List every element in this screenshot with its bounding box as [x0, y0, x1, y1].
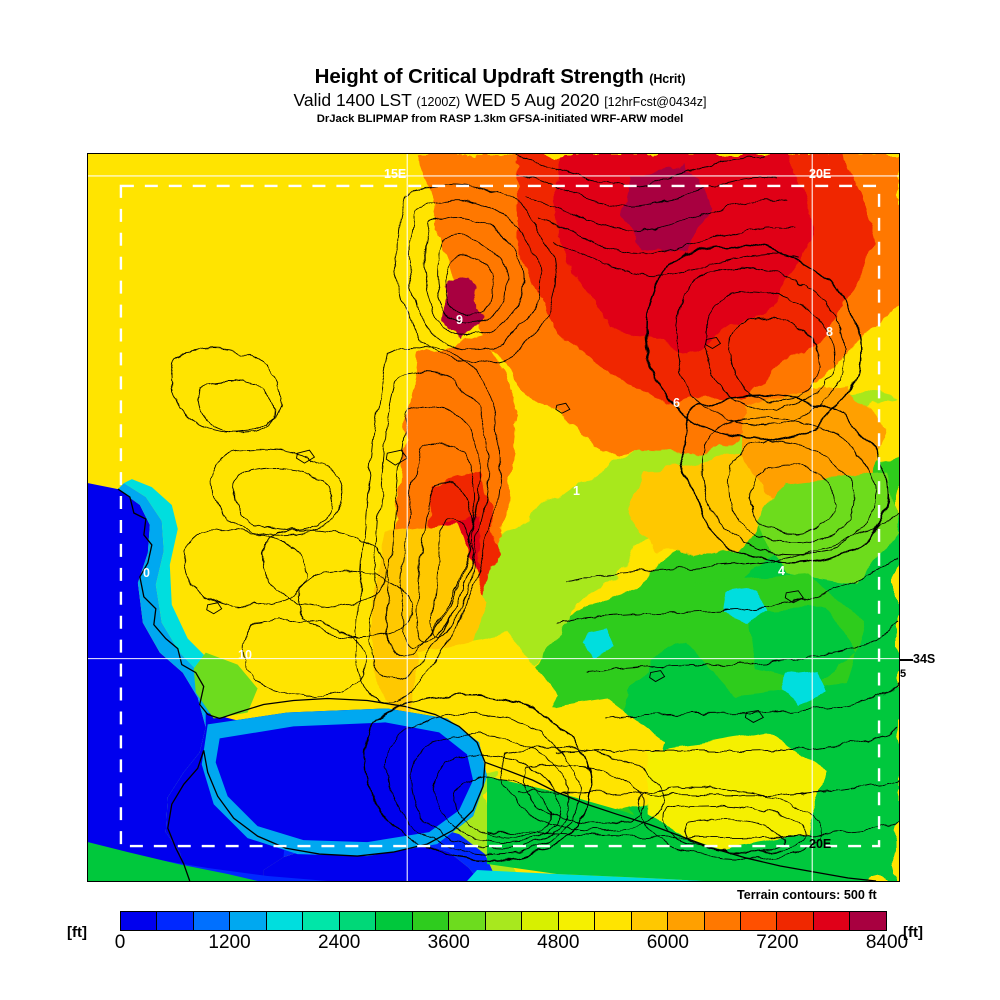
- colorbar-tick: 0: [114, 932, 126, 953]
- map-grid-label: 20E: [809, 837, 832, 851]
- map-grid-label: 15E: [384, 167, 407, 181]
- colorbar-segment: [704, 912, 741, 930]
- colorbar-tick: 6000: [646, 932, 689, 953]
- ocean-large-bay: [201, 708, 488, 857]
- map-graticule: [88, 154, 899, 881]
- colorbar-segment: [303, 912, 340, 930]
- colorbar-segment: [121, 912, 158, 930]
- colorbar-segment: [595, 912, 632, 930]
- valid-date: WED 5 Aug 2020: [465, 89, 600, 110]
- page-title: Height of Critical Updraft Strength (Hcr…: [0, 66, 1000, 88]
- colorbar-section: [ft] 0 1200 2400 3600 4800 6000 7200 8400 [ft]: [0, 908, 1000, 958]
- map-grid-label: 1: [573, 484, 580, 498]
- colorbar-tick: 1200: [208, 932, 251, 953]
- colorbar-unit-right: [ft]: [903, 924, 923, 941]
- title-main-text: Height of Critical Updraft Strength: [314, 65, 644, 88]
- colorbar-segment: [449, 912, 486, 930]
- colorbar-segment: [230, 912, 267, 930]
- colorbar-segment: [339, 912, 377, 930]
- colorbar-tick: 7200: [756, 932, 799, 953]
- colorbar-segment: [813, 912, 851, 930]
- title-variable-abbr: (Hcrit): [649, 72, 686, 86]
- colorbar-segment: [522, 912, 559, 930]
- colorbar-segment: [376, 912, 413, 930]
- colorbar-tick: 4800: [537, 932, 580, 953]
- map-grid-label: 8: [826, 325, 833, 339]
- colorbar-segment: [777, 912, 814, 930]
- colorbar-segment: [668, 912, 705, 930]
- subdomain-boundary: [119, 184, 881, 848]
- lat-tick-mark: [900, 659, 913, 661]
- model-source-line: DrJack BLIPMAP from RASP 1.3km GFSA-init…: [316, 112, 684, 125]
- valid-time-utc: (1200Z): [416, 94, 461, 109]
- colorbar-tick: 8400: [865, 932, 909, 953]
- colorbar-segment: [412, 912, 450, 930]
- colorbar-segment: [631, 912, 669, 930]
- map-grid-label: 9: [456, 313, 463, 327]
- colorbar-segment: [558, 912, 596, 930]
- valid-time: Valid 1400 LST: [293, 89, 412, 110]
- colorbar-segment: [266, 912, 304, 930]
- map-grid-label: 0: [143, 566, 150, 580]
- colorbar[interactable]: [120, 911, 887, 931]
- colorbar-tick-labels: 0 1200 2400 3600 4800 6000 7200 8400: [115, 932, 908, 958]
- map-grid-label: 6: [673, 396, 680, 410]
- colorbar-segment: [485, 912, 523, 930]
- map-grid-label: 10: [238, 648, 252, 662]
- colorbar-segment: [740, 912, 778, 930]
- forecast-map[interactable]: 15E20E20E109865410: [87, 153, 900, 882]
- colorbar-unit-left: [ft]: [67, 924, 87, 941]
- forecast-tag: [12hrFcst@0434z]: [604, 94, 707, 109]
- colorbar-tick: 3600: [427, 932, 470, 953]
- lat-label-34s-sub: 5: [900, 668, 907, 680]
- map-grid-label: 20E: [809, 167, 832, 181]
- valid-time-line: Valid 1400 LST (1200Z) WED 5 Aug 2020 [1…: [0, 89, 1000, 110]
- terrain-contour-lines: [117, 154, 899, 881]
- map-grid-label: 4: [778, 564, 785, 578]
- title-block: Height of Critical Updraft Strength (Hcr…: [0, 0, 1000, 125]
- terrain-contour-note: Terrain contours: 500 ft: [737, 888, 877, 902]
- colorbar-tick: 2400: [318, 932, 361, 953]
- colorbar-segment: [157, 912, 194, 930]
- lat-label-34s: 34S: [913, 652, 936, 666]
- ocean-atlantic: [88, 483, 206, 881]
- colorbar-segment: [850, 912, 886, 930]
- colorbar-segment: [193, 912, 231, 930]
